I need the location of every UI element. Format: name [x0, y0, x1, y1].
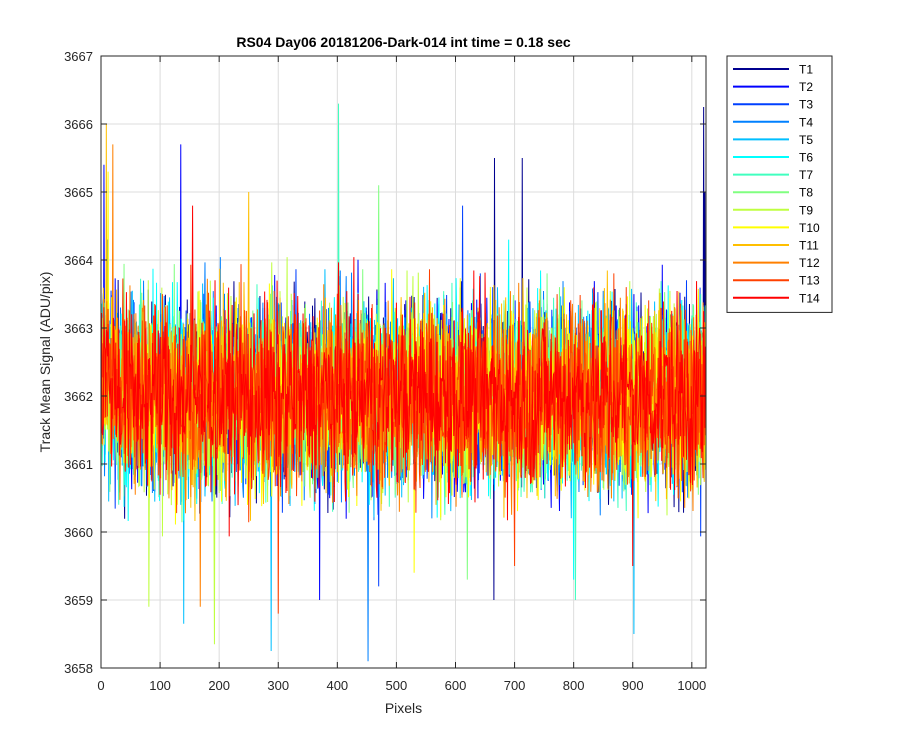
legend-item-t3: T3 — [733, 98, 813, 112]
legend-label: T13 — [799, 274, 820, 288]
y-axis-title: Track Mean Signal (ADU/pix) — [37, 272, 53, 453]
legend-label: T9 — [799, 203, 813, 217]
axis-ticks: 0 100 200 300 400 500 600 700 800 900 1000 3658 3659… — [64, 49, 706, 693]
x-tick-label: 100 — [149, 678, 171, 693]
x-tick-label: 700 — [504, 678, 526, 693]
x-tick-label: 400 — [326, 678, 348, 693]
legend-item-t13: T13 — [733, 274, 820, 288]
legend-item-t14: T14 — [733, 291, 820, 305]
legend-item-t11: T11 — [733, 239, 819, 253]
legend-item-t1: T1 — [733, 63, 813, 77]
x-tick-label: 900 — [622, 678, 644, 693]
legend-items: T1 T2 T3 T4 T5 T6 T7 T8 T9 T10 T11 T12 T13 T14 — [733, 63, 820, 305]
legend-label: T4 — [799, 115, 813, 129]
legend-item-t5: T5 — [733, 133, 813, 147]
legend-item-t4: T4 — [733, 115, 813, 129]
legend-item-t10: T10 — [733, 221, 820, 235]
legend-item-t7: T7 — [733, 168, 813, 182]
x-tick-label: 800 — [563, 678, 585, 693]
legend-label: T6 — [799, 151, 813, 165]
y-tick-label: 3660 — [64, 525, 93, 540]
y-tick-label: 3658 — [64, 661, 93, 676]
y-tick-label: 3662 — [64, 389, 93, 404]
series-line-t14 — [101, 205, 706, 567]
legend-label: T8 — [799, 186, 813, 200]
y-tick-label: 3659 — [64, 593, 93, 608]
x-tick-label: 600 — [445, 678, 467, 693]
x-tick-label: 300 — [267, 678, 289, 693]
x-tick-label: 500 — [386, 678, 408, 693]
legend: T1 T2 T3 T4 T5 T6 T7 T8 T9 T10 T11 T12 T13 T14 — [726, 55, 833, 313]
legend-label: T12 — [799, 256, 820, 270]
legend-item-t2: T2 — [733, 80, 813, 94]
x-tick-label: 0 — [97, 678, 104, 693]
series-layer — [101, 103, 706, 662]
legend-item-t6: T6 — [733, 151, 813, 165]
legend-label: T10 — [799, 221, 820, 235]
legend-label: T14 — [799, 291, 820, 305]
x-tick-label: 1000 — [677, 678, 706, 693]
x-axis-title: Pixels — [385, 700, 422, 716]
legend-box — [726, 55, 833, 313]
y-tick-label: 3667 — [64, 49, 93, 64]
legend-label: T1 — [799, 63, 813, 77]
legend-label: T2 — [799, 80, 813, 94]
y-tick-label: 3665 — [64, 185, 93, 200]
legend-label: T7 — [799, 168, 813, 182]
plot-frame — [100, 55, 707, 669]
legend-item-t12: T12 — [733, 256, 820, 270]
y-tick-label: 3664 — [64, 253, 93, 268]
y-tick-label: 3661 — [64, 457, 93, 472]
chart-title: RS04 Day06 20181206-Dark-014 int time = … — [236, 34, 570, 50]
legend-label: T11 — [799, 239, 819, 253]
legend-item-t8: T8 — [733, 186, 813, 200]
legend-item-t9: T9 — [733, 203, 813, 217]
y-tick-label: 3666 — [64, 117, 93, 132]
y-tick-label: 3663 — [64, 321, 93, 336]
legend-label: T3 — [799, 98, 813, 112]
legend-label: T5 — [799, 133, 813, 147]
x-tick-label: 200 — [208, 678, 230, 693]
